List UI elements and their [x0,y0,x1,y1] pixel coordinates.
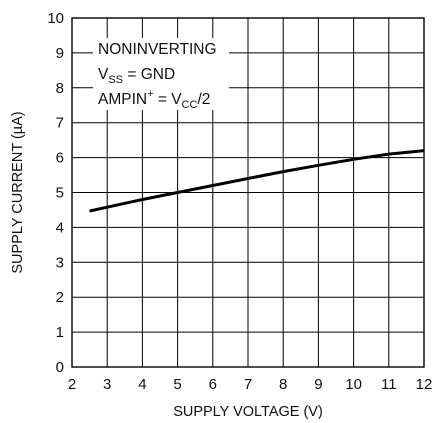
x-tick-label-5: 5 [173,376,181,393]
annotation-line-2-main: V [98,66,109,83]
annotation-line-3: AMPIN+ = VCC/2 [98,88,210,111]
annotation: NONINVERTING VSS = GND AMPIN+ = VCC/2 [98,41,217,111]
y-axis-label: SUPPLY CURRENT (µA) [10,111,26,273]
x-tick-label-2: 2 [68,376,76,393]
annotation-line-3-sup: + [147,88,153,100]
y-tick-label-9: 9 [56,45,64,62]
y-tick-label-5: 5 [56,185,64,202]
x-tick-label-12: 12 [416,376,433,393]
y-tick-label-8: 8 [56,80,64,97]
x-tick-label-3: 3 [103,376,111,393]
annotation-line-2-rest: = GND [123,66,175,83]
annotation-line-2-sub: SS [108,74,123,86]
annotation-background [93,38,229,110]
y-tick-labels: 0 1 2 3 4 5 6 7 8 9 10 [47,10,64,376]
y-tick-label-1: 1 [56,324,64,341]
annotation-line-2: VSS = GND [98,66,175,86]
y-tick-label-6: 6 [56,150,64,167]
x-tick-label-4: 4 [138,376,146,393]
annotation-line-3-mid: = V [154,91,183,108]
y-tick-label-10: 10 [47,10,64,27]
y-tick-label-7: 7 [56,115,64,132]
annotation-line-3-main: AMPIN [98,91,147,108]
x-tick-label-11: 11 [381,376,397,393]
annotation-line-3-rest: /2 [197,91,210,108]
x-tick-label-8: 8 [279,376,287,393]
x-axis-label: SUPPLY VOLTAGE (V) [173,404,323,420]
series-group [89,149,425,213]
x-tick-label-10: 10 [345,376,362,393]
plot-frame [71,17,425,368]
annotation-line-1: NONINVERTING [98,41,217,58]
x-tick-label-7: 7 [244,376,252,393]
x-tick-label-6: 6 [209,376,217,393]
y-tick-label-4: 4 [56,219,64,236]
y-tick-label-3: 3 [56,254,64,271]
x-tick-labels: 2 3 4 5 6 7 8 9 10 11 12 [68,376,433,393]
y-tick-label-2: 2 [56,289,64,306]
series-line-0 [89,149,425,213]
y-tick-label-0: 0 [56,359,64,376]
annotation-line-3-sub: CC [182,99,198,111]
x-tick-label-9: 9 [314,376,322,393]
